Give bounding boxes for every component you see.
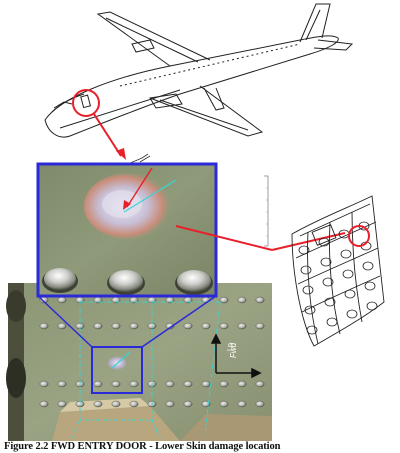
rivet (201, 400, 211, 408)
rivet (219, 400, 229, 408)
direction-label: Fwd (229, 342, 238, 358)
rivet (111, 400, 121, 408)
door-highlight-circle (72, 89, 100, 117)
door-frame-outline (291, 195, 385, 347)
figure-caption: Figure 2.2 FWD ENTRY DOOR - Lower Skin d… (4, 441, 281, 452)
zoom-frame (36, 162, 218, 298)
door-frame-hole (320, 257, 332, 267)
svg-text:Lp: Lp (227, 343, 234, 351)
door-frame-hole (364, 281, 376, 291)
rivet (219, 296, 229, 304)
rivet (57, 380, 67, 388)
rivet (183, 380, 193, 388)
rivet (129, 400, 139, 408)
door-frame-hole (362, 261, 374, 271)
rivet (237, 400, 247, 408)
door-frame-hole (366, 301, 378, 311)
rivet (237, 296, 247, 304)
door-damage-circle (348, 225, 370, 247)
rivet (93, 322, 103, 330)
rivet (93, 400, 103, 408)
rivet (237, 380, 247, 388)
door-frame-hole (346, 309, 358, 319)
wing-lower (149, 85, 264, 137)
entry-door (80, 94, 92, 109)
door-frame-hole (340, 249, 352, 259)
rivet (165, 400, 175, 408)
door-frame-hole (306, 325, 318, 335)
rivet (39, 380, 49, 388)
door-frame-hole (318, 237, 330, 247)
rivet (255, 380, 265, 388)
rivet (255, 296, 265, 304)
door-frame-hole (300, 265, 312, 275)
rivet (183, 400, 193, 408)
rivet (219, 322, 229, 330)
rivet (129, 322, 139, 330)
rivet (39, 322, 49, 330)
rivet (237, 322, 247, 330)
door-frame-hole (304, 305, 316, 315)
rivet (255, 322, 265, 330)
door-frame-hole (344, 289, 356, 299)
rivet (111, 380, 121, 388)
rivet (219, 380, 229, 388)
rivet (57, 322, 67, 330)
door-frame-hole (298, 245, 310, 255)
rivet (183, 322, 193, 330)
door-frame-hole (342, 269, 354, 279)
tail-fin (299, 3, 331, 43)
door-frame-hole (324, 297, 336, 307)
rivet (111, 322, 121, 330)
rivet (165, 380, 175, 388)
rivet (39, 400, 49, 408)
door-frame-hole (338, 229, 350, 239)
wing-upper (96, 11, 211, 67)
rivet (93, 380, 103, 388)
fuselage-outline (44, 35, 339, 138)
rivet (129, 380, 139, 388)
axis-arrows-icon (210, 333, 262, 379)
damage-focus-box (91, 346, 143, 394)
rivet (201, 380, 211, 388)
inspection-grid (71, 301, 221, 439)
door-frame-hole (302, 285, 314, 295)
rivet (57, 400, 67, 408)
door-frame-hole (322, 277, 334, 287)
rivet (201, 322, 211, 330)
rivet (255, 400, 265, 408)
rivet (165, 322, 175, 330)
door-frame-hole (326, 317, 338, 327)
